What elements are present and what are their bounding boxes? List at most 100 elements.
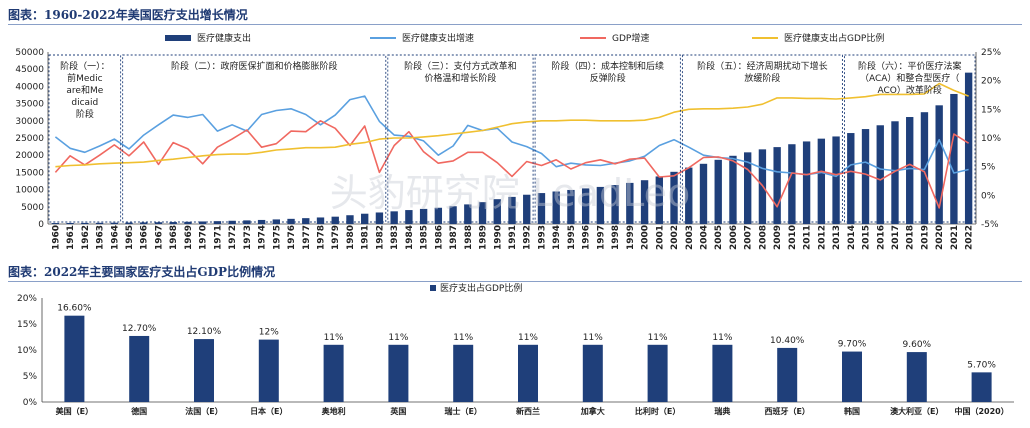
year-label-1987: 1987	[449, 225, 459, 250]
phase-label-1: 阶段（一）：前Medic are和Me dicaid 阶段	[60, 60, 110, 120]
legend-label-1: 医疗健康支出增速	[402, 32, 474, 44]
year-label-2007: 2007	[744, 225, 754, 250]
year-label-1978: 1978	[317, 225, 327, 250]
year-label-2017: 2017	[891, 225, 901, 250]
chart2-legend-swatch	[430, 285, 436, 291]
spending-bar-1996	[581, 188, 590, 224]
spending-bar-2018	[906, 117, 914, 224]
right-tick-label-1: 0%	[981, 191, 996, 201]
country-data-label-1: 12.70%	[122, 324, 157, 334]
year-label-2019: 2019	[920, 225, 930, 250]
country-label-3: 日本（E）	[250, 406, 287, 416]
year-label-1981: 1981	[361, 225, 371, 250]
chart2-y-tick-1: 5%	[23, 372, 38, 382]
year-label-2012: 2012	[817, 225, 827, 250]
year-label-2010: 2010	[788, 225, 798, 250]
year-label-2006: 2006	[729, 225, 739, 250]
legend-label-0: 医疗健康支出	[197, 32, 251, 44]
country-bar-2	[194, 339, 214, 402]
chart2-y-tick-0: 0%	[23, 398, 38, 408]
phase-label-4: 阶段（四）：成本控制和后续反弹阶段	[551, 60, 664, 84]
right-tick-label-4: 15%	[981, 105, 1001, 115]
phase-label-5: 阶段（五）：经济周期扰动下增长放缓阶段	[697, 60, 828, 84]
chart2-svg: 医疗支出占GDP比例 0% 5% 10% 15% 20% 16.60% 美国（E） 12.70%…	[17, 282, 1014, 416]
country-bar-12	[842, 351, 862, 402]
spending-bar-1963	[95, 222, 104, 224]
spending-bar-2014	[847, 133, 855, 224]
spending-bar-1986	[434, 207, 443, 224]
chart1-title-rule	[8, 24, 1022, 25]
year-label-1963: 1963	[96, 225, 106, 250]
country-data-label-10: 11%	[712, 333, 732, 343]
legend-swatch-0	[165, 35, 191, 41]
year-label-1993: 1993	[537, 225, 547, 250]
year-label-1997: 1997	[596, 225, 606, 250]
year-label-1976: 1976	[287, 225, 297, 250]
year-label-1964: 1964	[110, 225, 120, 250]
year-label-1969: 1969	[184, 225, 194, 250]
country-label-12: 韩国	[844, 406, 860, 416]
spending-bar-1962	[81, 222, 89, 224]
year-label-1967: 1967	[154, 225, 164, 250]
spending-bar-1984	[405, 210, 413, 224]
spending-bar-2005	[714, 159, 722, 224]
year-label-1960: 1960	[51, 225, 61, 250]
year-label-2021: 2021	[950, 225, 960, 250]
year-label-1989: 1989	[479, 225, 489, 250]
spending-bar-2000	[640, 180, 649, 224]
left-tick-label-0: 0	[38, 220, 44, 230]
spending-bar-1991	[508, 196, 516, 224]
series-line-1	[54, 95, 969, 178]
spending-bar-1972	[228, 220, 236, 224]
spending-bar-1980	[346, 215, 354, 224]
year-label-2015: 2015	[862, 225, 872, 250]
year-label-1974: 1974	[258, 225, 268, 250]
left-tick-label-5: 25000	[15, 134, 44, 144]
country-bar-5	[388, 344, 409, 402]
year-label-1961: 1961	[66, 225, 76, 250]
year-label-1988: 1988	[464, 225, 474, 250]
spending-bar-1994	[552, 191, 560, 224]
country-bar-4	[323, 344, 344, 402]
year-label-2002: 2002	[670, 225, 680, 250]
country-data-label-8: 11%	[583, 333, 603, 343]
year-label-2000: 2000	[641, 225, 651, 250]
right-tick-label-2: 5%	[981, 163, 996, 173]
year-label-1975: 1975	[272, 225, 282, 250]
year-label-1977: 1977	[302, 225, 312, 250]
legend-label-2: GDP增速	[612, 32, 649, 44]
year-label-1996: 1996	[582, 225, 592, 250]
spending-bar-2011	[802, 141, 811, 224]
series-line-3	[55, 82, 969, 168]
year-label-2004: 2004	[699, 225, 709, 250]
chart2-legend-label: 医疗支出占GDP比例	[440, 282, 522, 294]
spending-bar-1983	[390, 211, 398, 224]
spending-bar-2001	[655, 176, 663, 224]
year-label-2020: 2020	[935, 225, 945, 250]
year-label-2011: 2011	[803, 225, 813, 250]
year-label-2001: 2001	[655, 225, 665, 250]
series-line-2	[54, 120, 970, 209]
year-label-2003: 2003	[685, 225, 695, 250]
country-bar-9	[647, 344, 668, 402]
spending-bar-2007	[744, 152, 752, 224]
spending-bar-2015	[861, 129, 870, 224]
year-label-1986: 1986	[434, 225, 444, 250]
spending-bar-1970	[198, 221, 207, 224]
spending-bar-1981	[361, 213, 369, 224]
left-tick-label-4: 20000	[15, 151, 44, 161]
country-bar-3	[258, 339, 279, 402]
spending-bar-1988	[464, 204, 472, 224]
year-label-1991: 1991	[508, 225, 518, 250]
phase-box-6	[843, 54, 976, 223]
year-label-1971: 1971	[213, 225, 223, 250]
year-label-2005: 2005	[714, 225, 724, 250]
country-label-8: 加拿大	[580, 406, 605, 416]
spending-bar-2021	[950, 93, 958, 224]
spending-bar-1975	[272, 219, 280, 224]
phase-label-3: 阶段（三）：支付方式改革和价格温和增长阶段	[404, 60, 517, 84]
spending-bar-2017	[891, 121, 899, 224]
country-data-label-3: 12%	[259, 328, 279, 338]
year-label-1999: 1999	[626, 225, 636, 250]
year-label-2014: 2014	[847, 225, 857, 250]
